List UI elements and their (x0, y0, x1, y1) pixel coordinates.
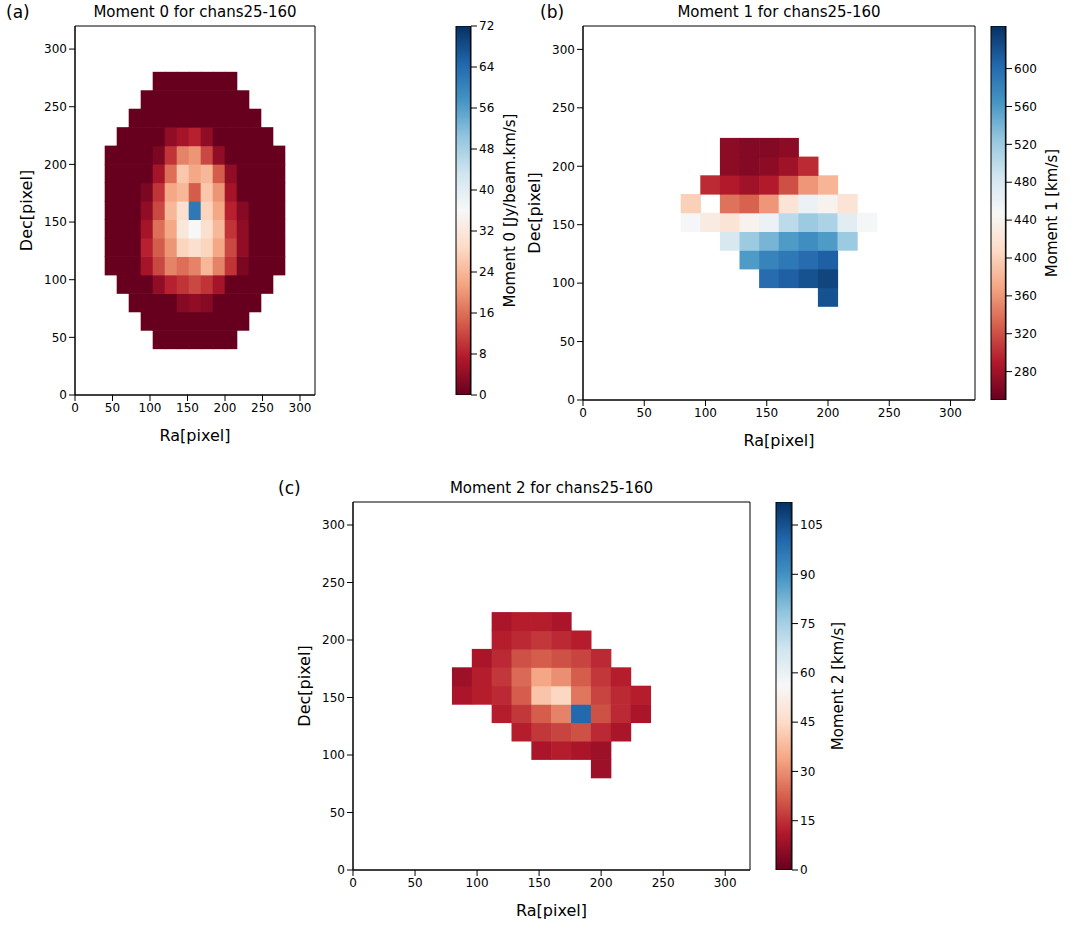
svg-text:100: 100 (139, 401, 162, 415)
svg-text:100: 100 (694, 406, 717, 420)
svg-text:250: 250 (652, 876, 675, 890)
svg-text:250: 250 (878, 406, 901, 420)
svg-text:250: 250 (322, 576, 345, 590)
svg-text:100: 100 (44, 273, 67, 287)
svg-text:300: 300 (939, 406, 962, 420)
svg-text:150: 150 (322, 691, 345, 705)
svg-text:30: 30 (800, 765, 815, 779)
svg-text:0: 0 (71, 401, 79, 415)
svg-text:150: 150 (44, 215, 67, 229)
svg-text:50: 50 (560, 335, 575, 349)
svg-text:0: 0 (337, 863, 345, 877)
svg-text:300: 300 (714, 876, 737, 890)
svg-text:Moment 0 for chans25-160: Moment 0 for chans25-160 (93, 3, 296, 21)
svg-text:0: 0 (59, 388, 67, 402)
svg-text:300: 300 (289, 401, 312, 415)
svg-text:200: 200 (214, 401, 237, 415)
svg-text:100: 100 (552, 276, 575, 290)
svg-text:100: 100 (322, 748, 345, 762)
svg-text:520: 520 (1014, 138, 1037, 152)
svg-text:360: 360 (1014, 289, 1037, 303)
svg-text:200: 200 (322, 633, 345, 647)
svg-text:(c): (c) (278, 478, 301, 498)
svg-text:Moment 0 [Jy/beam.km/s]: Moment 0 [Jy/beam.km/s] (501, 114, 519, 308)
svg-text:56: 56 (479, 101, 494, 115)
svg-text:24: 24 (479, 265, 494, 279)
svg-text:Moment 2 [km/s]: Moment 2 [km/s] (829, 622, 847, 750)
svg-text:150: 150 (176, 401, 199, 415)
svg-text:300: 300 (552, 43, 575, 57)
svg-text:0: 0 (479, 388, 487, 402)
svg-text:250: 250 (552, 101, 575, 115)
svg-text:90: 90 (800, 568, 815, 582)
svg-text:280: 280 (1014, 365, 1037, 379)
svg-text:105: 105 (800, 518, 823, 532)
svg-text:250: 250 (251, 401, 274, 415)
svg-text:0: 0 (349, 876, 357, 890)
svg-text:200: 200 (44, 158, 67, 172)
svg-text:40: 40 (479, 183, 494, 197)
svg-text:250: 250 (44, 100, 67, 114)
svg-text:0: 0 (567, 393, 575, 407)
svg-text:400: 400 (1014, 251, 1037, 265)
svg-text:Dec[pixel]: Dec[pixel] (295, 645, 314, 726)
svg-text:480: 480 (1014, 175, 1037, 189)
svg-text:200: 200 (590, 876, 613, 890)
svg-text:45: 45 (800, 715, 815, 729)
svg-text:(b): (b) (540, 2, 564, 22)
svg-text:150: 150 (755, 406, 778, 420)
svg-text:50: 50 (637, 406, 652, 420)
svg-text:200: 200 (552, 160, 575, 174)
svg-text:50: 50 (330, 806, 345, 820)
svg-text:50: 50 (52, 331, 67, 345)
svg-text:32: 32 (479, 224, 494, 238)
svg-text:72: 72 (479, 19, 494, 33)
svg-text:Moment 1 for chans25-160: Moment 1 for chans25-160 (677, 3, 880, 21)
svg-text:(a): (a) (6, 2, 30, 22)
svg-text:150: 150 (528, 876, 551, 890)
svg-text:200: 200 (817, 406, 840, 420)
svg-text:0: 0 (800, 863, 808, 877)
svg-text:150: 150 (552, 218, 575, 232)
svg-text:Moment 2 for chans25-160: Moment 2 for chans25-160 (450, 479, 653, 497)
svg-text:Dec[pixel]: Dec[pixel] (525, 172, 544, 253)
svg-text:600: 600 (1014, 62, 1037, 76)
svg-text:100: 100 (466, 876, 489, 890)
svg-text:Dec[pixel]: Dec[pixel] (17, 170, 36, 251)
svg-text:Ra[pixel]: Ra[pixel] (516, 901, 587, 920)
svg-text:Moment 1 [km/s]: Moment 1 [km/s] (1043, 149, 1061, 277)
svg-text:0: 0 (579, 406, 587, 420)
svg-text:300: 300 (44, 42, 67, 56)
svg-text:320: 320 (1014, 327, 1037, 341)
svg-text:75: 75 (800, 617, 815, 631)
svg-text:440: 440 (1014, 213, 1037, 227)
svg-text:64: 64 (479, 60, 494, 74)
svg-text:60: 60 (800, 666, 815, 680)
svg-text:8: 8 (479, 347, 487, 361)
svg-text:50: 50 (407, 876, 422, 890)
svg-text:300: 300 (322, 518, 345, 532)
svg-text:16: 16 (479, 306, 494, 320)
svg-text:Ra[pixel]: Ra[pixel] (160, 426, 231, 445)
svg-text:Ra[pixel]: Ra[pixel] (744, 431, 815, 450)
svg-text:560: 560 (1014, 100, 1037, 114)
svg-text:15: 15 (800, 814, 815, 828)
svg-text:50: 50 (105, 401, 120, 415)
svg-text:48: 48 (479, 142, 494, 156)
